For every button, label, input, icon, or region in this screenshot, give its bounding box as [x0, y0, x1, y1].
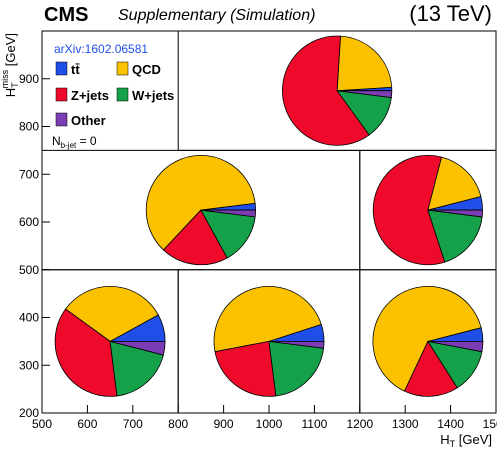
x-tick-label: 800 — [168, 417, 188, 431]
y-tick-label: 200 — [19, 406, 39, 420]
pie-slice — [372, 154, 446, 266]
legend-label: Other — [71, 113, 106, 128]
x-axis-label: HT [GeV] — [440, 432, 492, 449]
selection-label: Nb-jet = 0 — [52, 134, 97, 150]
pie-slice — [337, 90, 393, 98]
selection-rest: = 0 — [76, 134, 97, 148]
chart-subtitle: Supplementary (Simulation) — [118, 7, 315, 24]
x-label-sub: T — [450, 439, 456, 449]
cell-border — [359, 269, 497, 414]
y-tick-label: 700 — [19, 167, 39, 181]
legend-swatch — [116, 61, 129, 76]
pie-slice — [427, 209, 483, 263]
x-tick-label: 1200 — [346, 417, 373, 431]
pie-slice — [268, 340, 325, 349]
pie-slice — [162, 209, 228, 266]
x-tick-label: 1500 — [483, 417, 497, 431]
pie-slice — [109, 340, 164, 397]
pie-slice — [145, 154, 256, 251]
pie-slice — [54, 308, 118, 397]
x-tick-label: 1300 — [392, 417, 419, 431]
legend-label: W+jets — [132, 88, 174, 103]
y-label-main: H — [3, 88, 18, 97]
pie-slice — [427, 209, 483, 218]
pie-slice — [110, 340, 166, 356]
x-tick-label: 700 — [123, 417, 143, 431]
pie-slice — [200, 209, 256, 218]
pie-slice — [65, 286, 159, 342]
selection-sub: b-jet — [61, 141, 77, 150]
legend-label: tt̄ — [71, 62, 80, 77]
x-tick-label: 1000 — [256, 417, 283, 431]
y-label-sup: miss — [0, 69, 10, 88]
pie-slice — [427, 340, 484, 353]
pie-slice — [372, 285, 482, 392]
y-tick-label: 300 — [19, 358, 39, 372]
legend-swatch — [55, 112, 68, 127]
y-axis-label: HTmiss [GeV] — [0, 33, 20, 97]
pie-slice — [403, 340, 458, 397]
pie-slice — [214, 340, 277, 397]
pie-slice — [336, 35, 393, 92]
x-tick-label: 600 — [77, 417, 97, 431]
energy-label: (13 TeV) — [409, 1, 492, 26]
pie-slice — [268, 340, 325, 397]
y-label-unit: [GeV] — [3, 33, 18, 70]
x-tick-label: 900 — [214, 417, 234, 431]
pie-slice — [427, 156, 482, 211]
reference: arXiv:1602.06581 — [54, 42, 148, 56]
legend-label: QCD — [132, 62, 161, 77]
x-label-main: H — [440, 432, 449, 447]
pie-slice — [213, 285, 322, 353]
x-tick-label: 1400 — [437, 417, 464, 431]
y-label-sub: T — [10, 82, 20, 88]
y-tick-label: 600 — [19, 215, 39, 229]
x-tick-label: 1100 — [301, 417, 327, 431]
y-tick-label: 800 — [19, 120, 39, 134]
pie-slice — [282, 35, 370, 146]
y-tick-label: 900 — [19, 72, 39, 86]
pie-slice — [200, 209, 256, 259]
y-tick-label: 400 — [19, 311, 39, 325]
selection-main: N — [52, 134, 61, 148]
x-tick-label: 500 — [32, 417, 52, 431]
chart-title: CMS — [44, 4, 88, 26]
legend-label: Z+jets — [71, 88, 109, 103]
legend-swatch — [55, 61, 68, 76]
legend-swatch — [116, 87, 129, 102]
y-tick-label: 500 — [19, 263, 39, 277]
legend-swatch — [55, 87, 68, 102]
x-label-unit: [GeV] — [455, 432, 492, 447]
